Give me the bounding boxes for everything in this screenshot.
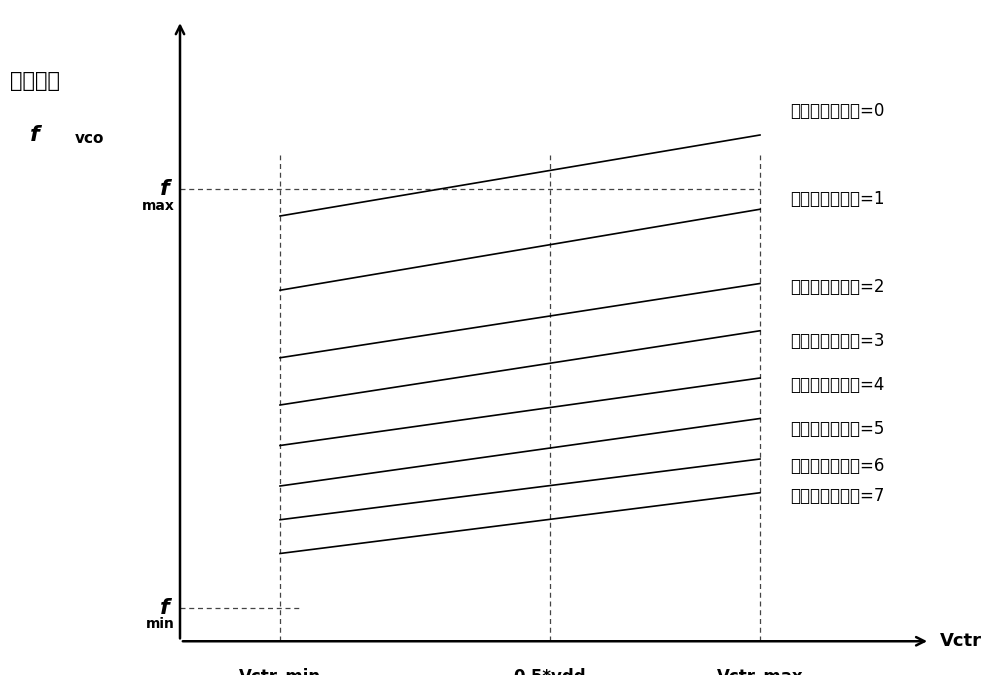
Text: f: f — [160, 179, 170, 199]
Text: 电容阵列控制字=4: 电容阵列控制字=4 — [790, 376, 884, 394]
Text: f: f — [30, 125, 40, 145]
Text: Vctr_min: Vctr_min — [239, 668, 321, 675]
Text: Vctr: Vctr — [940, 632, 982, 650]
Text: 电容阵列控制字=1: 电容阵列控制字=1 — [790, 190, 885, 208]
Text: vco: vco — [75, 131, 104, 146]
Text: 电容阵列控制字=2: 电容阵列控制字=2 — [790, 278, 885, 296]
Text: min: min — [146, 618, 175, 631]
Text: max: max — [142, 199, 175, 213]
Text: 0.5*vdd: 0.5*vdd — [514, 668, 586, 675]
Text: 电容阵列控制字=3: 电容阵列控制字=3 — [790, 332, 885, 350]
Text: 振荡频率: 振荡频率 — [10, 71, 60, 91]
Text: 电容阵列控制字=7: 电容阵列控制字=7 — [790, 487, 884, 505]
Text: 电容阵列控制字=5: 电容阵列控制字=5 — [790, 420, 884, 437]
Text: 电容阵列控制字=6: 电容阵列控制字=6 — [790, 457, 884, 475]
Text: 电容阵列控制字=0: 电容阵列控制字=0 — [790, 103, 884, 120]
Text: f: f — [160, 597, 170, 618]
Text: Vctr_max: Vctr_max — [717, 668, 803, 675]
